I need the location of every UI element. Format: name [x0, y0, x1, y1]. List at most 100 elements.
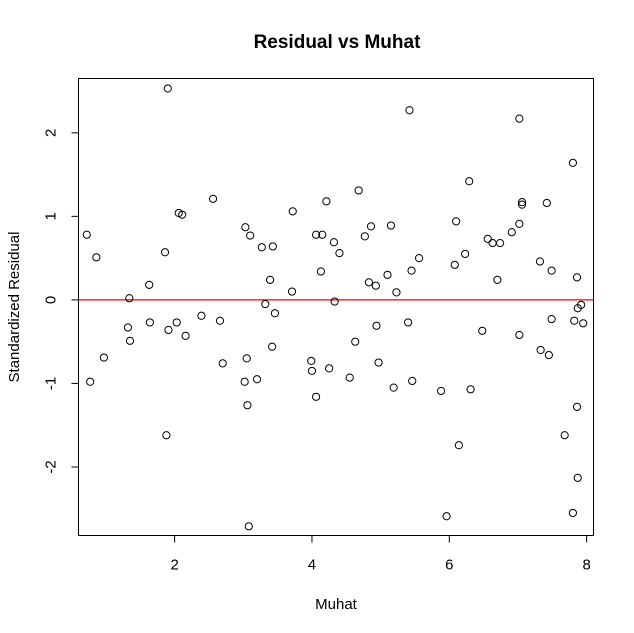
data-point — [345, 373, 354, 382]
data-point — [244, 522, 253, 531]
data-point — [243, 401, 252, 410]
data-point — [261, 299, 270, 309]
data-point — [374, 358, 383, 367]
data-point — [478, 326, 487, 335]
data-point — [366, 222, 376, 231]
data-point — [287, 287, 297, 296]
data-point — [389, 383, 398, 392]
data-point — [163, 84, 172, 93]
data-point — [560, 431, 569, 440]
data-point — [572, 273, 582, 282]
data-point — [517, 200, 527, 209]
data-point — [371, 281, 380, 290]
data-point — [86, 377, 95, 386]
x-tick-label: 6 — [445, 557, 453, 574]
data-point — [515, 330, 524, 340]
data-point — [307, 366, 317, 376]
data-point — [405, 106, 414, 115]
data-point — [265, 275, 275, 284]
data-point — [408, 376, 417, 386]
data-point — [570, 316, 579, 325]
data-point — [316, 267, 325, 276]
x-tick-label: 8 — [582, 557, 590, 574]
data-point — [544, 350, 553, 360]
data-point — [125, 336, 135, 345]
y-tick-label: -2 — [43, 460, 60, 473]
data-point — [547, 266, 556, 275]
data-point — [246, 231, 255, 240]
data-points — [82, 84, 588, 531]
data-point — [436, 386, 446, 396]
data-point — [442, 512, 451, 521]
data-point — [414, 254, 424, 263]
data-point — [452, 217, 461, 226]
data-point — [577, 300, 586, 310]
data-point — [392, 288, 401, 297]
data-point — [360, 232, 369, 241]
x-tick-label: 4 — [308, 557, 316, 574]
y-axis: -2 -1 0 1 2 — [43, 129, 79, 474]
data-point — [208, 194, 218, 203]
data-point — [568, 158, 578, 167]
data-point — [268, 342, 277, 351]
data-point — [311, 392, 321, 401]
data-point — [242, 354, 251, 363]
data-point — [145, 280, 154, 289]
data-point — [257, 243, 266, 252]
data-point — [164, 325, 173, 335]
data-point — [335, 249, 344, 258]
data-point — [329, 238, 339, 247]
y-tick-label: 1 — [43, 212, 60, 220]
data-point — [573, 473, 582, 482]
data-point — [92, 253, 101, 262]
data-point — [450, 260, 459, 269]
x-axis-label: Muhat — [315, 596, 358, 613]
data-point — [318, 230, 327, 239]
data-point — [215, 316, 225, 325]
data-point — [354, 186, 363, 195]
data-point — [568, 508, 578, 518]
x-axis: 2 4 6 8 — [170, 535, 591, 574]
data-point — [579, 319, 588, 328]
data-point — [372, 321, 381, 330]
data-point — [404, 318, 413, 327]
data-point — [307, 356, 316, 365]
data-point — [536, 345, 545, 355]
data-point — [542, 198, 551, 208]
data-point — [460, 249, 470, 259]
x-tick-label: 2 — [170, 557, 178, 574]
data-point — [517, 198, 527, 207]
data-point — [488, 238, 497, 248]
data-point — [364, 278, 374, 287]
data-point — [535, 257, 545, 266]
data-point — [325, 364, 334, 373]
data-point — [572, 402, 582, 411]
data-point — [483, 234, 492, 244]
plot-frame — [78, 78, 594, 536]
data-point — [496, 238, 505, 248]
data-point — [197, 311, 206, 320]
data-point — [351, 337, 360, 346]
data-point — [270, 309, 279, 318]
data-point — [383, 270, 392, 279]
data-point — [181, 331, 190, 340]
y-axis-label: Standardized Residual — [6, 232, 23, 383]
data-point — [515, 114, 524, 123]
data-point — [322, 197, 331, 206]
data-point — [330, 297, 339, 306]
chart-title: Residual vs Muhat — [254, 32, 421, 53]
data-point — [466, 385, 475, 394]
data-point — [125, 294, 134, 303]
y-tick-label: 0 — [43, 296, 60, 304]
data-point — [160, 248, 170, 257]
data-point — [240, 377, 249, 386]
data-point — [547, 315, 556, 324]
data-point — [172, 318, 181, 327]
data-point — [493, 275, 502, 284]
data-point — [454, 441, 464, 450]
data-point — [407, 266, 416, 275]
data-point — [515, 219, 524, 228]
data-point — [311, 230, 321, 239]
data-point — [465, 177, 474, 186]
